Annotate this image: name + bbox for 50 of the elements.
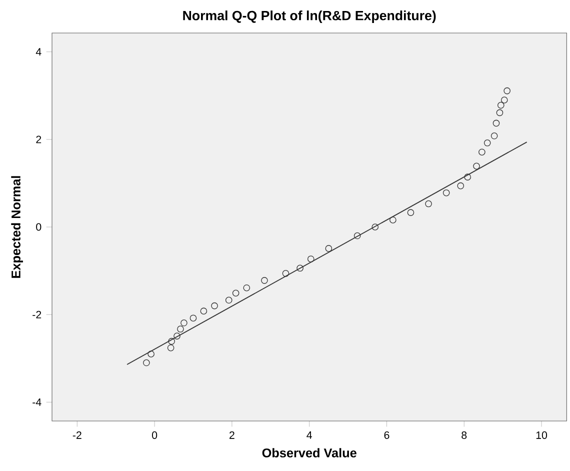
point	[190, 314, 197, 322]
point	[325, 245, 332, 252]
x-tick-label: 10	[536, 431, 548, 439]
point	[148, 350, 154, 358]
point	[425, 200, 432, 208]
y-axis-title: Expected Normal	[11, 176, 23, 278]
point	[243, 284, 250, 292]
point	[478, 148, 486, 156]
x-tick-label: 2	[230, 431, 234, 439]
x-tick-label: 0	[152, 431, 158, 439]
x-tick-label: 8	[462, 431, 467, 439]
point	[484, 140, 491, 146]
point	[168, 338, 175, 345]
point	[464, 174, 472, 180]
x-tick-label: 6	[384, 431, 390, 439]
point	[143, 359, 150, 366]
point	[211, 302, 218, 310]
y-tick-label: -2	[32, 310, 42, 318]
point	[504, 87, 510, 94]
x-tick-label: 4	[306, 431, 312, 439]
point	[174, 332, 180, 340]
point	[496, 109, 504, 116]
point	[282, 270, 290, 277]
point	[167, 344, 174, 352]
point	[457, 182, 464, 190]
point	[490, 132, 498, 140]
y-tick-label: 4	[36, 48, 42, 56]
point	[307, 256, 314, 262]
chart-title: Normal Q-Q Plot of ln(R&D Expenditure)	[183, 10, 436, 23]
x-axis-title: Observed Value	[262, 448, 356, 458]
y-tick-label: 0	[36, 223, 42, 231]
point	[407, 209, 414, 216]
point	[372, 224, 379, 230]
x-tick-label: -2	[72, 431, 82, 439]
point	[177, 326, 184, 332]
y-tick-label: -4	[32, 398, 42, 406]
point	[296, 264, 304, 272]
point	[500, 96, 508, 104]
y-tick-label: 2	[36, 136, 42, 144]
point	[354, 232, 361, 240]
point	[200, 308, 208, 314]
point	[180, 320, 188, 326]
point	[473, 162, 480, 170]
point	[492, 120, 500, 127]
point	[497, 102, 504, 109]
point	[225, 296, 232, 304]
point	[232, 290, 240, 297]
point	[261, 277, 268, 284]
point	[390, 216, 396, 224]
point	[442, 189, 450, 196]
